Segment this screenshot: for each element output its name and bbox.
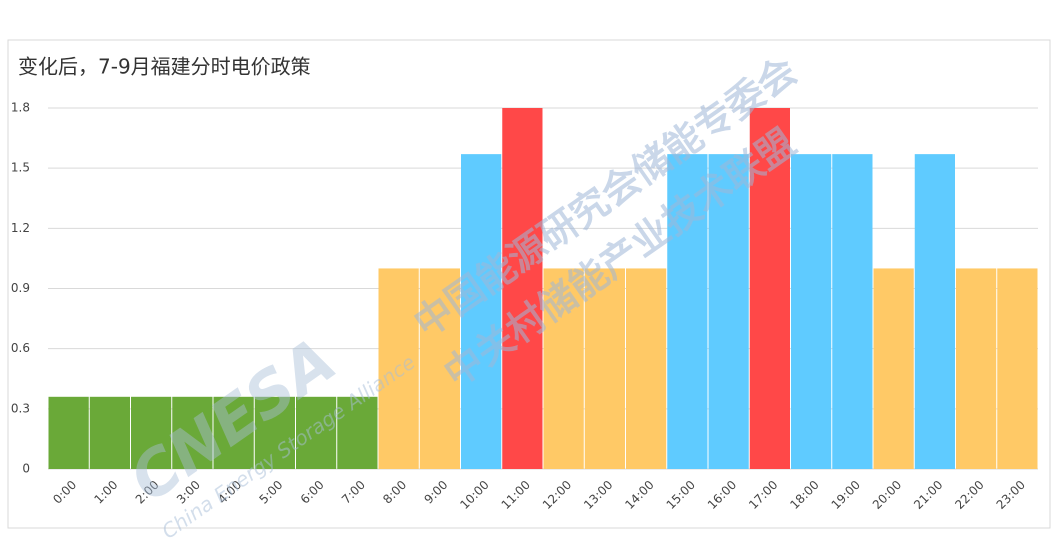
bar [419,268,460,469]
y-tick-label: 0.6 [11,341,30,355]
y-tick-label: 0.3 [11,401,30,415]
bar [89,396,130,469]
y-tick-label: 1.8 [11,101,30,115]
bar [337,396,378,469]
bar [502,108,543,469]
y-tick-label: 1.5 [11,161,30,175]
bar [378,268,419,469]
bar [956,268,997,469]
bar [213,396,254,469]
bar [584,268,625,469]
y-tick-label: 0.9 [11,281,30,295]
bar [543,268,584,469]
bar [832,154,873,469]
chart-title: 变化后，7-9月福建分时电价政策 [18,55,311,79]
y-tick-label: 0 [22,462,30,476]
bar [626,268,667,469]
bar [172,396,213,469]
bar [791,154,832,469]
bar [873,268,914,469]
bar [997,268,1038,469]
bar [914,154,955,469]
bar [749,108,790,469]
bar [254,396,295,469]
bar [708,154,749,469]
bar [131,396,172,469]
bar [667,154,708,469]
y-tick-label: 1.2 [11,221,30,235]
bar [461,154,502,469]
bar [296,396,337,469]
bar [48,396,89,469]
